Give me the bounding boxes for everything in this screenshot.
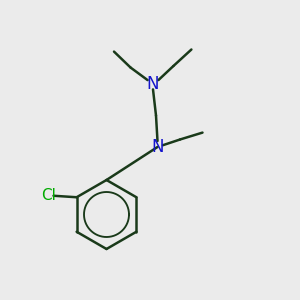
Text: N: N xyxy=(147,75,159,93)
Text: N: N xyxy=(151,138,164,156)
Text: Cl: Cl xyxy=(41,188,56,203)
